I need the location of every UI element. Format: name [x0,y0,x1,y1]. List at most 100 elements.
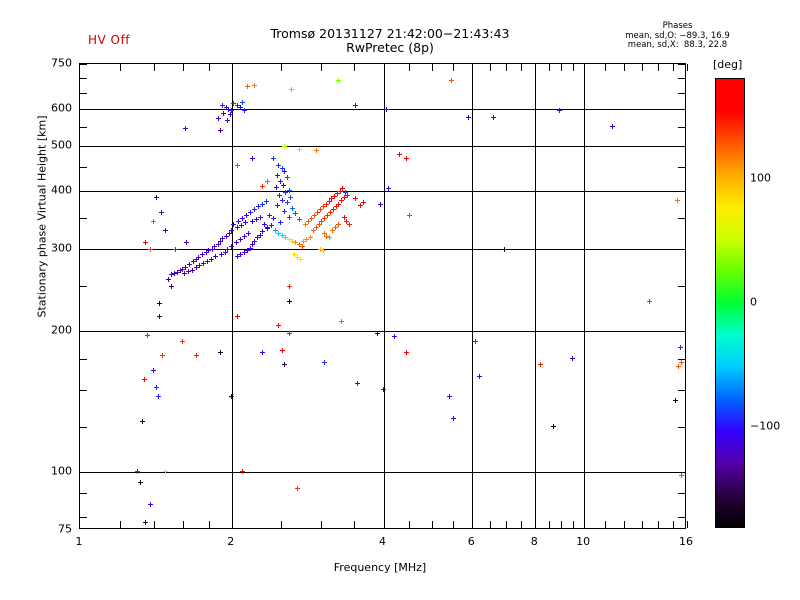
y-axis-tick [80,471,87,473]
scatter-plot-area[interactable] [79,63,688,529]
data-point [231,100,237,106]
data-point [143,240,149,246]
y-tick-label: 750 [51,56,72,70]
data-point [286,331,292,337]
y-axis-tick [678,249,685,251]
data-point [314,148,320,154]
data-point [189,267,195,273]
data-point [180,339,186,345]
data-point [570,356,576,362]
data-point [279,232,285,238]
data-point [284,175,290,181]
data-point [172,271,178,277]
data-point [269,222,275,228]
data-point [154,194,160,200]
x-axis-tick [453,521,455,528]
data-point [239,215,245,221]
data-point [324,233,330,239]
x-axis-tick [572,521,574,528]
data-point [218,350,224,356]
data-point [264,226,270,232]
data-point [676,364,682,370]
data-point [183,264,189,270]
data-point [158,210,164,216]
data-point [321,230,327,236]
data-point [353,196,358,202]
grid-line-horizontal [80,191,685,193]
data-point [290,205,296,211]
data-point [250,218,256,224]
data-point [166,277,172,283]
phase-statistics: Phases mean, sd,O: −89.3, 16.9 mean, sd,… [585,21,770,51]
data-point [318,207,324,213]
data-point [647,298,653,304]
data-point [223,105,229,111]
data-point [224,118,230,124]
data-point [291,252,297,258]
grid-line-vertical [472,64,474,528]
x-axis-tick [672,521,674,528]
y-axis-tick [80,493,87,495]
y-axis-tick [678,471,685,473]
data-point [200,252,206,258]
colorbar-unit-label: [deg] [713,58,743,71]
data-point [193,352,199,358]
data-point [197,263,203,269]
data-point [248,210,254,216]
data-point [263,199,269,205]
data-point [273,184,279,190]
data-point [283,189,289,195]
x-axis-tick [383,521,385,528]
data-point [163,469,169,475]
y-tick-label: 100 [51,464,72,478]
x-axis-tick [409,521,411,528]
x-axis-tick [521,64,523,71]
colorbar[interactable] [715,78,745,528]
data-point [327,235,333,241]
data-point [282,144,288,150]
data-point [187,262,193,268]
data-point [329,196,335,202]
y-axis-tick [678,126,685,128]
data-point [316,221,322,227]
x-axis-tick [182,521,184,528]
data-point [673,398,679,404]
x-axis-tick [208,521,210,528]
x-axis-tick [584,64,586,71]
x-axis-tick [506,521,508,528]
x-axis-tick [657,64,659,71]
grid-line-horizontal [80,471,685,473]
x-axis-label: Frequency [MHz] [333,561,427,574]
data-point [466,115,472,121]
y-axis-tick [678,191,685,193]
colorbar-tick-label: −100 [750,419,781,433]
data-point [276,230,282,236]
data-point [206,248,212,254]
x-axis-tick [672,64,674,71]
x-axis-tick [182,64,184,71]
data-point [242,250,247,256]
grid-line-horizontal [80,331,685,333]
data-point [257,214,263,220]
data-point [229,243,235,249]
hv-status-label: HV Off [88,33,130,47]
x-axis-tick [472,521,474,528]
data-point [184,240,190,246]
x-axis-tick [641,521,643,528]
y-axis-tick [80,191,87,193]
y-axis-tick [678,109,685,111]
data-point [406,212,412,218]
x-axis-tick [506,64,508,71]
y-axis-tick [80,126,87,128]
grid-line-vertical [231,64,233,528]
x-axis-tick [280,521,282,528]
y-axis-tick [678,331,685,333]
y-axis-tick [678,167,685,169]
data-point [386,186,392,192]
x-tick-label: 16 [679,535,693,548]
data-point [280,182,286,188]
y-tick-label: 300 [51,241,72,255]
data-point [218,127,224,133]
grid-line-vertical [584,64,586,528]
data-point [336,201,342,207]
